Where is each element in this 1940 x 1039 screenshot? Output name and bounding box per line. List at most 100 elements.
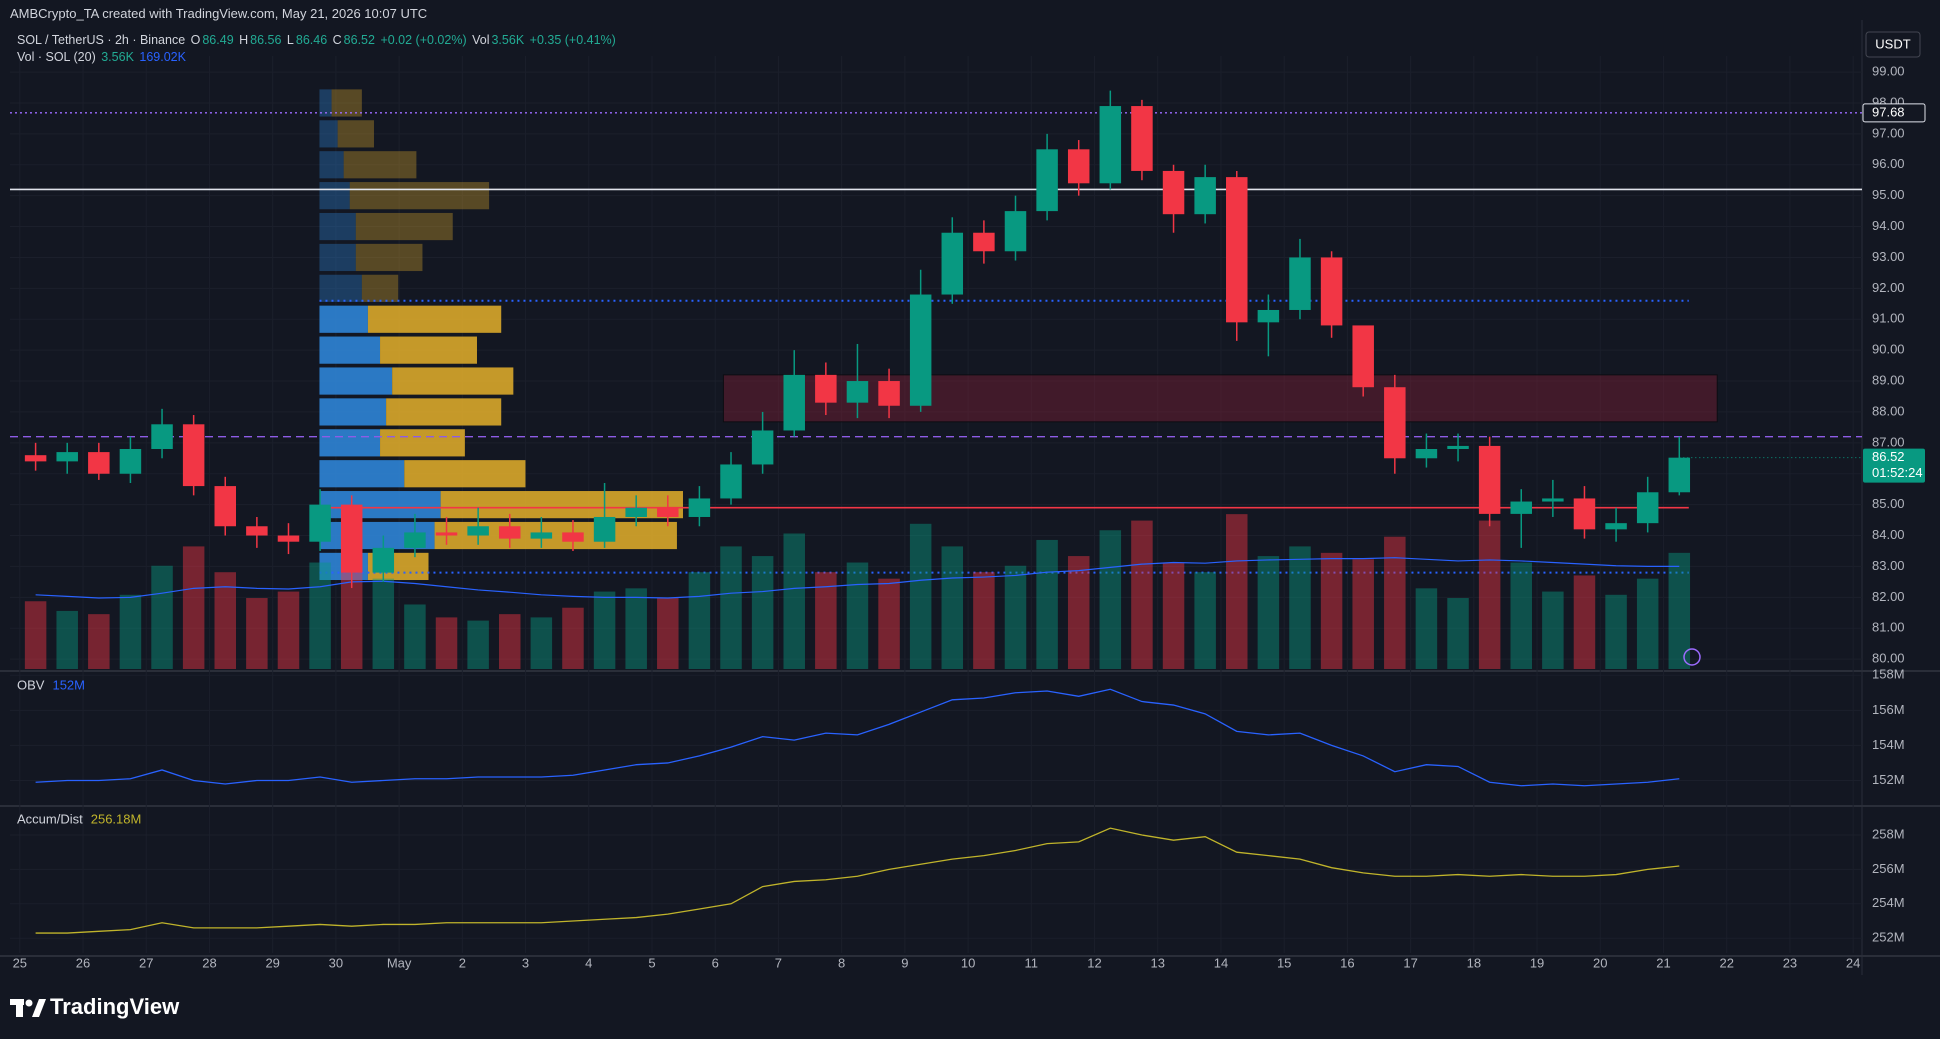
y-tick-label: 97.00 [1872,125,1905,140]
x-tick-label: 23 [1783,955,1797,970]
y-tick-label: 95.00 [1872,187,1905,202]
volume-bar [688,572,711,669]
volume-bar [1194,572,1216,669]
vol-study: Vol · SOL (20) [17,50,96,64]
open-value: 86.49 [202,33,234,47]
volume-bar [815,572,837,669]
candle-body [1668,457,1691,493]
currency: USDT [1875,36,1910,51]
candle-body [246,526,268,536]
candle-body [1257,309,1280,323]
x-tick-label: 20 [1593,955,1607,970]
x-tick-label: 10 [961,955,975,970]
pane-0 [10,89,1862,669]
candle-body [56,452,78,462]
profile-up [319,243,356,272]
profile-down [355,212,453,241]
volume-bar [56,610,78,669]
y-tick-label: 152M [1872,772,1905,787]
pane-1 [35,688,1680,787]
profile-down [386,398,502,426]
x-tick-label: May [387,955,412,970]
vol-study-value: 3.56K [101,50,134,64]
volume-bar [657,598,679,669]
candle-body [214,486,237,527]
brand-logo [10,999,46,1017]
candle-body [435,532,458,536]
x-tick-label: 8 [838,955,845,970]
candle-body [1067,149,1090,184]
pane-last-value: 256.18M [91,811,142,826]
volume-bar [24,601,47,669]
volume-bar [1131,520,1153,669]
candle-body [498,526,521,539]
profile-up [319,367,393,395]
x-tick-label: 18 [1467,955,1481,970]
volume-bar [1004,565,1027,669]
x-tick-label: 30 [329,955,343,970]
candle-body [941,232,964,295]
profile-up [319,398,387,426]
y-tick-label: 90.00 [1872,342,1905,357]
profile-down [355,243,423,272]
profile-down [404,460,526,488]
open-label: O [190,33,201,47]
candle-body [593,516,616,542]
volume-bar [1384,536,1406,669]
profile-up [319,151,344,179]
profile-down [380,336,477,364]
candle-body [1447,445,1469,450]
candle-body [119,449,142,474]
last-price-tag [1863,448,1925,483]
volume-bar [309,562,331,669]
change: +0.02 (+0.02%) [380,33,467,47]
volume-bar [1226,514,1248,669]
candle-body [1478,445,1501,514]
candle-body [151,424,173,450]
candle-body [467,526,489,536]
y-tick-label: 252M [1872,930,1905,945]
volume-bar [1415,588,1438,669]
vol-label: Vol [472,33,490,47]
volume-bar [593,591,616,669]
candle-body [1289,257,1311,310]
volume-bar [88,614,110,669]
currency-box [1865,31,1921,58]
vol-value: 3.56K [491,33,525,47]
candle-body [530,532,553,539]
low-label: L [286,33,294,47]
high-label: H [239,33,249,47]
volume-bar [783,533,805,669]
volume-bar [1067,556,1090,669]
low-value: 86.46 [295,33,328,47]
y-tick-label: 82.00 [1872,589,1905,604]
profile-down [337,120,374,148]
countdown: 01:52:24 [1872,465,1923,480]
candle-body [1320,257,1343,326]
volume-bar [404,604,426,669]
y-tick-label: 88.00 [1872,403,1905,418]
y-tick-label: 80.00 [1872,651,1905,666]
y-tick-label: 258M [1872,826,1905,841]
candle-body [1384,387,1406,459]
candle-body [688,498,711,517]
profile-up [319,336,381,364]
last-price: 86.52 [1872,449,1905,464]
volume-bar [1605,594,1627,669]
y-tick-label: 154M [1872,737,1905,752]
y-tick-label: 91.00 [1872,311,1905,326]
volume-bar [1668,552,1691,669]
volume-bar [372,578,395,669]
y-tick-label: 93.00 [1872,249,1905,264]
candle-body [625,507,647,517]
volume-bar [878,578,900,669]
volume-bar [1257,556,1280,669]
profile-up [319,120,338,148]
y-tick-label: 92.00 [1872,280,1905,295]
candle-body [1162,170,1185,215]
x-tick-label: 7 [775,955,782,970]
volume-bar [246,598,268,669]
x-tick-label: 29 [265,955,279,970]
